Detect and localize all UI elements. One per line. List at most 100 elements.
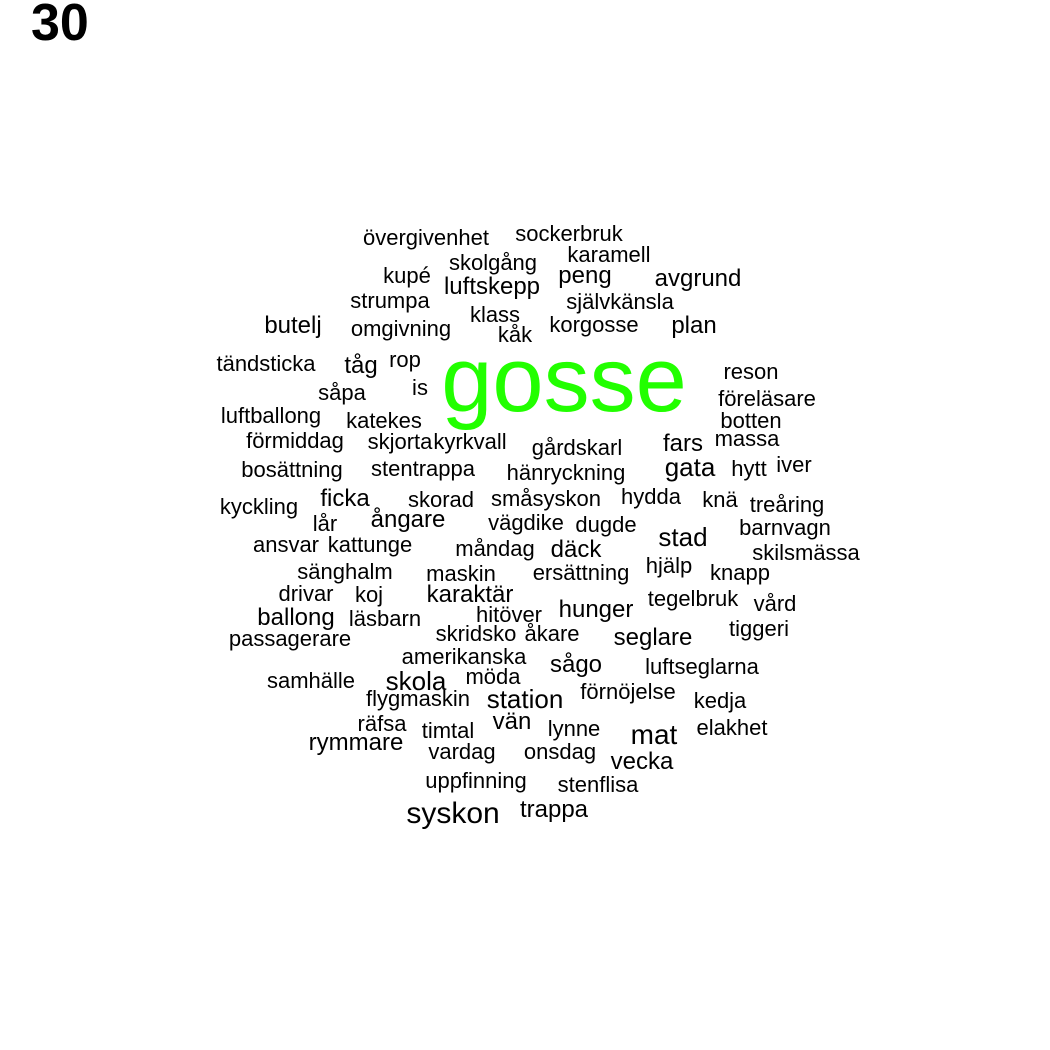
word-rop: rop [389,347,421,372]
word-overgivenhet: övergivenhet [363,225,489,250]
word-gardskarl: gårdskarl [531,435,623,460]
word-lynne: lynne [547,716,601,741]
word-reson: reson [723,359,779,384]
word-drivar: drivar [278,581,334,606]
word-hitover: hitöver [475,602,543,627]
word-lar: lår [312,511,338,536]
word-karamell: karamell [567,242,651,267]
word-kedja: kedja [693,688,747,713]
word-tiggeri: tiggeri [729,616,789,641]
word-skilsmassa: skilsmässa [752,540,860,565]
word-bosattning: bosättning [241,457,343,482]
word-formiddag: förmiddag [246,428,344,453]
word-ballong: ballong [257,604,335,631]
word-vecka: vecka [610,748,674,775]
word-sjalvkansla: självkänsla [566,289,674,314]
word-ersattning: ersättning [532,560,630,585]
word-timtal: timtal [421,718,475,743]
word-luftskepp: luftskepp [443,273,541,300]
word-avgrund: avgrund [654,265,742,292]
word-samhalle: samhälle [266,668,356,693]
word-seglare: seglare [613,624,693,651]
word-stad: stad [658,522,708,552]
word-sanghalm: sänghalm [297,559,393,584]
word-luftballong: luftballong [220,403,322,428]
word-barnvagn: barnvagn [739,515,831,540]
word-hanryckning: hänryckning [506,460,626,485]
word-mandag: måndag [455,536,535,561]
word-syskon: syskon [406,797,500,830]
word-hytt: hytt [731,456,767,481]
word-korgosse: korgosse [549,312,639,337]
word-ficka: ficka [320,485,370,512]
word-klass: klass [469,302,521,327]
word-tandsticka: tändsticka [216,351,316,376]
word-onsdag: onsdag [523,739,597,764]
word-karaktar: karaktär [426,581,514,608]
word-hydda: hydda [621,484,681,509]
word-flygmaskin: flygmaskin [366,686,470,711]
word-stentrappa: stentrappa [371,456,475,481]
word-moda: möda [465,664,521,689]
word-trappa: trappa [519,796,589,823]
word-kyckling: kyckling [219,494,299,519]
word-fars: fars [662,430,704,457]
word-hjalp: hjälp [645,553,693,578]
word-rymmare: rymmare [308,729,404,756]
page-number: 30 [31,0,89,52]
word-skolgang: skolgång [448,250,538,275]
word-gata: gata [664,452,716,482]
word-maskin: maskin [426,561,496,586]
word-botten: botten [720,408,782,433]
word-dack: däck [550,536,602,563]
word-butelj: butelj [264,312,322,339]
word-is: is [412,375,428,400]
word-kak: kåk [497,322,533,347]
word-tegelbruk: tegelbruk [647,586,739,611]
word-iver: iver [776,452,812,477]
word-plan: plan [671,312,717,339]
word-tag: tåg [344,352,378,379]
word-vard: vård [753,591,797,616]
word-sockerbruk: sockerbruk [515,221,623,246]
word-skridsko: skridsko [435,621,517,646]
word-station: station [486,684,564,714]
word-akare: åkare [524,621,580,646]
word-kattunge: kattunge [327,532,413,557]
word-strumpa: strumpa [350,288,430,313]
word-koj: koj [354,582,384,607]
word-elakhet: elakhet [696,715,768,740]
word-sapa: såpa [318,380,366,405]
word-vagdike: vägdike [488,510,564,535]
word-hunger: hunger [558,596,634,623]
word-fornojelse: förnöjelse [580,679,676,704]
word-dugde: dugde [575,512,637,537]
word-skola: skola [385,666,447,696]
word-katekes: katekes [346,408,422,433]
word-forelasare: föreläsare [718,386,816,411]
word-gosse: gosse [441,329,687,431]
word-sago: sågo [549,651,603,678]
word-uppfinning: uppfinning [425,768,527,793]
word-stenflisa: stenflisa [557,772,639,797]
word-massa: massa [714,426,780,451]
word-van: vän [492,708,532,735]
word-skjorta: skjorta [367,429,433,454]
word-vardag: vardag [428,739,496,764]
word-kna: knä [702,487,738,512]
word-mat: mat [630,719,678,750]
word-lasbarn: läsbarn [348,606,422,631]
word-peng: peng [558,262,612,289]
word-omgivning: omgivning [350,316,452,341]
word-passagerare: passagerare [228,626,352,651]
word-amerikanska: amerikanska [401,644,527,669]
word-luftseglarna: luftseglarna [645,654,759,679]
word-kupe: kupé [383,263,431,288]
word-smasyskon: småsyskon [490,486,602,511]
word-kyrkvall: kyrkvall [433,429,507,454]
word-rafsa: räfsa [357,711,407,736]
word-angare: ångare [370,506,446,533]
word-skorad: skorad [407,487,475,512]
word-ansvar: ansvar [252,532,320,557]
word-trearing: treåring [749,492,825,517]
